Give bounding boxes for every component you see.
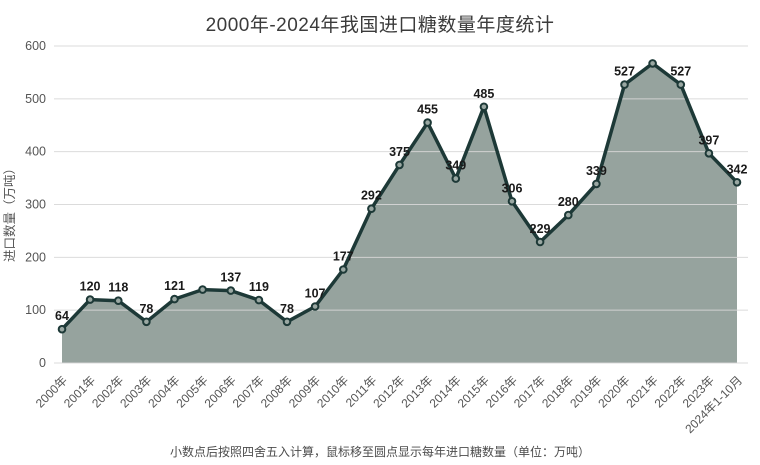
data-point-2024年1-10月[interactable] xyxy=(732,178,742,187)
data-point-2013年[interactable] xyxy=(423,118,432,127)
value-label: 118 xyxy=(108,281,128,295)
data-point-2023年[interactable] xyxy=(704,149,714,158)
value-label: 342 xyxy=(727,162,748,176)
y-axis-tick-label: 0 xyxy=(39,356,46,370)
value-label: 177 xyxy=(333,250,354,264)
data-point-2022年[interactable] xyxy=(676,80,686,89)
y-axis-tick-label: 300 xyxy=(25,198,46,212)
footer-note: 小数点后按照四舍五入计算，鼠标移至圆点显示每年进口糖数量（单位：万吨） xyxy=(169,445,590,459)
value-label: 137 xyxy=(220,271,241,285)
value-label: 292 xyxy=(361,189,382,203)
data-point-2002年[interactable] xyxy=(114,296,123,306)
value-label: 78 xyxy=(139,302,153,316)
data-point-2000年[interactable] xyxy=(57,324,67,334)
value-label: 64 xyxy=(55,309,69,323)
value-label: 229 xyxy=(530,222,551,236)
y-axis-title: 进口数量（万吨） xyxy=(2,162,17,262)
data-point-2011年[interactable] xyxy=(367,204,376,213)
value-label: 339 xyxy=(586,164,607,178)
data-point-2007年[interactable] xyxy=(254,295,264,305)
chart-title: 2000年-2024年我国进口糖数量年度统计 xyxy=(205,15,555,36)
value-label: 349 xyxy=(445,159,466,173)
data-point-2015年[interactable] xyxy=(479,102,489,112)
value-label: 121 xyxy=(164,279,185,293)
data-point-2006年[interactable] xyxy=(226,286,236,295)
value-label: 280 xyxy=(558,195,579,209)
value-label: 527 xyxy=(670,65,691,79)
value-label: 527 xyxy=(614,65,635,79)
value-label: 78 xyxy=(280,302,294,316)
data-point-2016年[interactable] xyxy=(507,197,517,206)
data-point-2001年[interactable] xyxy=(85,295,95,304)
value-label: 306 xyxy=(502,181,523,195)
data-point-2021年[interactable] xyxy=(648,59,657,68)
data-point-2008年[interactable] xyxy=(282,317,292,327)
value-label: 455 xyxy=(417,103,438,117)
data-point-2010年[interactable] xyxy=(339,265,348,274)
value-label: 375 xyxy=(389,145,410,159)
value-label: 107 xyxy=(305,287,326,301)
value-label: 485 xyxy=(473,87,494,101)
y-axis-tick-label: 500 xyxy=(25,92,46,106)
y-axis-tick-label: 100 xyxy=(25,303,46,317)
y-axis-tick-label: 200 xyxy=(25,250,46,264)
data-point-2014年[interactable] xyxy=(451,174,461,183)
area-fill xyxy=(62,63,737,364)
data-point-2009年[interactable] xyxy=(310,302,320,311)
data-point-2012年[interactable] xyxy=(395,160,404,170)
x-axis-tick-label: 2010年 xyxy=(314,373,351,410)
value-label: 119 xyxy=(249,280,269,294)
value-label: 397 xyxy=(698,133,719,147)
data-point-2017年[interactable] xyxy=(535,237,545,247)
data-point-2019年[interactable] xyxy=(592,179,601,189)
data-point-2003年[interactable] xyxy=(142,317,151,327)
data-point-2020年[interactable] xyxy=(620,80,629,89)
y-axis-tick-label: 400 xyxy=(25,145,46,159)
data-point-2005年[interactable] xyxy=(198,285,207,294)
value-label: 120 xyxy=(80,280,101,294)
data-point-2018年[interactable] xyxy=(564,210,573,220)
y-axis-tick-label: 600 xyxy=(25,39,46,53)
data-point-2004年[interactable] xyxy=(170,294,179,304)
